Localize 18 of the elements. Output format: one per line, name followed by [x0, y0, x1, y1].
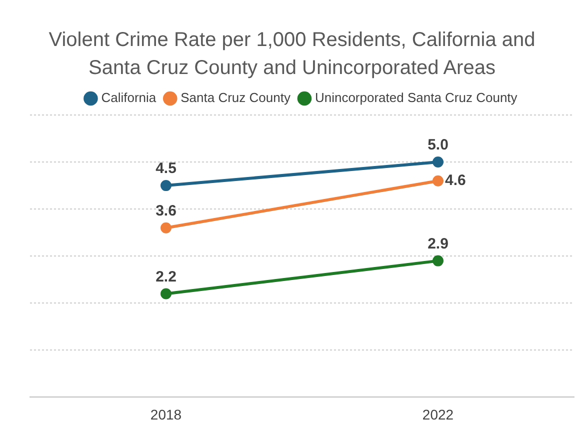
- x-tick-label: 2018: [150, 406, 182, 422]
- point: [432, 156, 444, 168]
- point: [432, 255, 444, 266]
- point: [432, 175, 444, 186]
- point: [160, 180, 172, 192]
- legend-label: California: [101, 90, 157, 106]
- point: [160, 222, 172, 234]
- data-label: 4.6: [445, 172, 466, 189]
- data-label: 5.0: [428, 136, 448, 154]
- x-tick-label: 2022: [422, 406, 454, 422]
- chart-title: Violent Crime Rate per 1,000 Residents, California and Santa Cruz County and Unincorporated Areas: [48, 28, 536, 81]
- data-label: 2.2: [156, 268, 176, 286]
- legend-label: Unincorporated Santa Cruz County: [314, 90, 518, 106]
- point: [160, 288, 172, 300]
- data-label: 3.6: [156, 202, 176, 220]
- legend-label: Santa Cruz County: [180, 90, 291, 106]
- data-label: 2.9: [428, 235, 448, 252]
- data-label: 4.5: [156, 160, 176, 178]
